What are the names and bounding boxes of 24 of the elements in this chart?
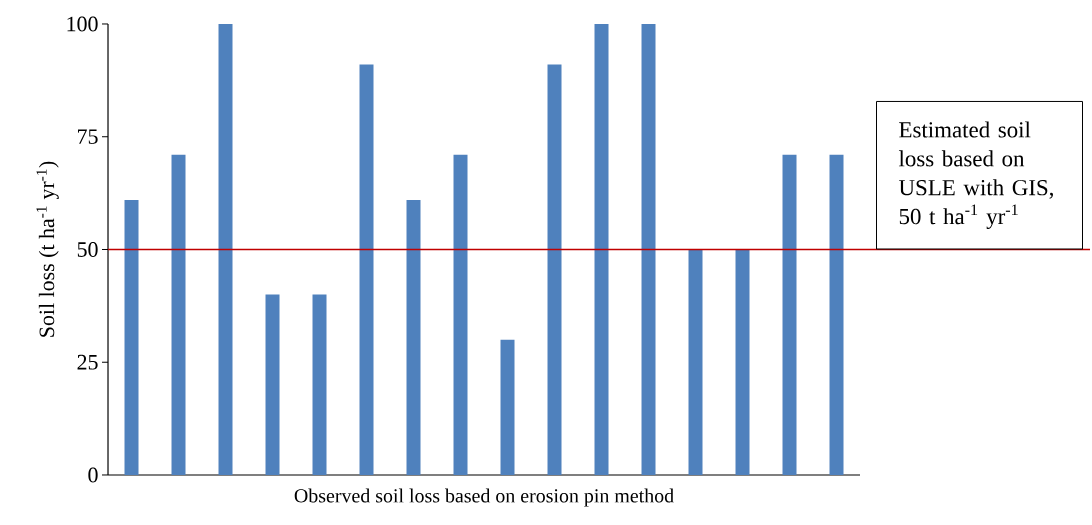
y-tick-label: 100 [67, 16, 98, 32]
bar [547, 64, 562, 475]
x-axis-title: Observed soil loss based on erosion pin method [294, 488, 674, 507]
bar [688, 249, 703, 475]
bar [594, 23, 609, 475]
bar [406, 199, 421, 475]
ref-line-label: Estimated soil loss based on USLE with GIS, 50 t ha$^{-1}$ yr$^{-1}$ [898, 121, 1053, 229]
bar [124, 199, 139, 475]
y-tick-label: 0 [88, 467, 98, 483]
bar [312, 294, 327, 475]
bar [453, 154, 468, 475]
bar [218, 23, 233, 475]
bar [500, 339, 515, 475]
y-tick-label: 25 [77, 354, 98, 370]
bar [735, 249, 750, 475]
bar [782, 154, 797, 475]
bar [641, 23, 656, 475]
y-axis-title: Soil loss (t ha$^{-1}$ yr$^{-1}$) [36, 161, 59, 337]
bar [265, 294, 280, 475]
y-tick-label: 75 [78, 129, 98, 145]
bar [359, 64, 374, 475]
bar [829, 154, 844, 475]
bar [171, 154, 186, 475]
y-tick-label: 50 [77, 242, 98, 257]
